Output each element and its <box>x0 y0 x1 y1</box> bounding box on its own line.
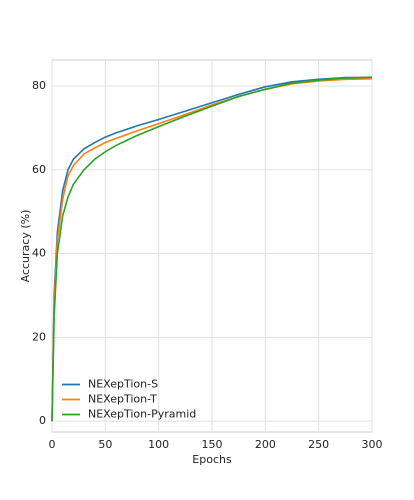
x-tick-label: 50 <box>98 438 112 451</box>
x-tick-label: 100 <box>148 438 169 451</box>
x-axis-label: Epochs <box>192 453 232 466</box>
y-tick-label: 80 <box>32 79 46 92</box>
legend-label: NEXepTion-S <box>88 378 158 391</box>
legend-label: NEXepTion-T <box>88 393 157 406</box>
y-tick-label: 0 <box>39 414 46 427</box>
x-tick-label: 0 <box>49 438 56 451</box>
y-axis-label: Accuracy (%) <box>19 210 32 283</box>
y-tick-label: 20 <box>32 330 46 343</box>
line <box>51 76 372 422</box>
x-tick-label: 300 <box>362 438 383 451</box>
x-tick-label: 150 <box>202 438 223 451</box>
legend-label: NEXepTion-Pyramid <box>88 408 196 421</box>
y-tick-label: 60 <box>32 163 46 176</box>
x-tick-label: 200 <box>255 438 276 451</box>
x-tick-label: 250 <box>308 438 329 451</box>
line <box>51 76 373 422</box>
y-tick-label: 40 <box>32 247 46 260</box>
